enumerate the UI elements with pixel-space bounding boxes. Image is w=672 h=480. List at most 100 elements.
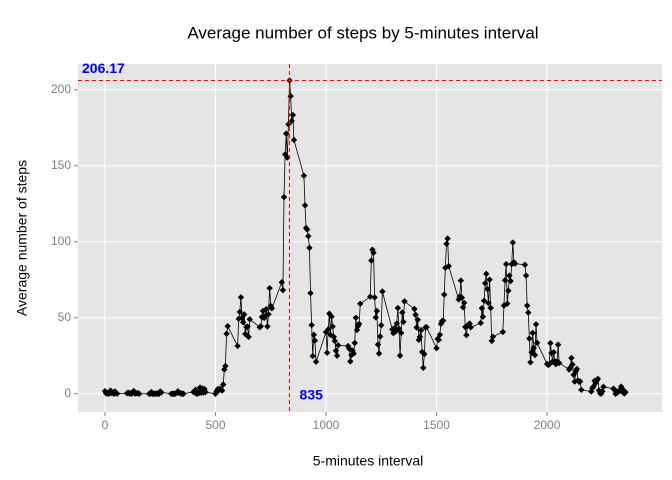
point xyxy=(331,337,339,345)
point xyxy=(595,387,603,394)
point xyxy=(234,342,241,350)
point xyxy=(371,294,378,301)
point xyxy=(370,249,377,256)
point xyxy=(445,262,452,270)
point xyxy=(599,388,606,395)
point xyxy=(413,324,420,331)
point xyxy=(479,313,487,320)
point xyxy=(396,352,404,359)
point xyxy=(301,202,309,209)
point xyxy=(329,323,336,330)
point xyxy=(481,280,489,287)
x-tick-label: 1500 xyxy=(423,418,450,432)
point xyxy=(616,386,624,394)
point xyxy=(400,318,407,326)
point xyxy=(568,354,575,362)
point xyxy=(352,314,360,321)
point xyxy=(458,294,466,301)
point xyxy=(394,304,402,312)
point xyxy=(533,339,541,347)
point xyxy=(376,333,384,340)
point xyxy=(220,381,227,388)
point xyxy=(136,390,143,397)
y-tick-label: 100 xyxy=(51,234,71,248)
y-tick-label: 0 xyxy=(64,386,71,400)
point xyxy=(373,307,381,315)
x-tick-label: 500 xyxy=(205,418,225,432)
point xyxy=(310,331,318,339)
point xyxy=(351,339,358,347)
point xyxy=(113,390,121,397)
point xyxy=(617,383,625,390)
x-axis-label: 5-minutes interval xyxy=(313,453,424,469)
point xyxy=(502,260,510,268)
point xyxy=(521,261,529,268)
point xyxy=(577,378,584,385)
point xyxy=(101,387,109,395)
point xyxy=(333,352,341,359)
point xyxy=(477,319,484,327)
point xyxy=(399,309,406,316)
point xyxy=(611,386,618,393)
point xyxy=(266,284,273,292)
plot-background xyxy=(78,64,662,412)
x-tick-label: 1000 xyxy=(313,418,340,432)
point xyxy=(334,342,342,349)
point xyxy=(350,350,357,357)
point xyxy=(202,388,209,396)
point xyxy=(244,323,251,330)
point xyxy=(511,260,519,267)
point xyxy=(507,277,514,285)
point xyxy=(417,327,425,334)
point xyxy=(304,226,311,233)
point xyxy=(222,362,229,370)
point xyxy=(224,322,231,330)
point xyxy=(279,286,287,294)
point xyxy=(347,358,354,365)
point xyxy=(374,341,382,348)
point xyxy=(420,364,427,371)
point xyxy=(523,302,531,309)
point xyxy=(526,335,533,342)
point xyxy=(284,154,291,161)
point xyxy=(307,289,314,297)
point xyxy=(578,386,585,394)
point xyxy=(444,235,451,242)
point xyxy=(306,244,313,252)
point xyxy=(414,316,421,323)
point xyxy=(180,390,187,397)
y-tick-label: 50 xyxy=(58,310,72,324)
point xyxy=(236,308,244,316)
point xyxy=(328,313,335,320)
point xyxy=(395,325,403,332)
point xyxy=(504,300,511,307)
point xyxy=(421,350,428,358)
point xyxy=(311,337,319,344)
hline-label: 206.17 xyxy=(82,60,125,76)
point xyxy=(368,257,375,264)
point xyxy=(280,193,288,201)
point xyxy=(372,314,379,321)
point xyxy=(556,359,563,367)
point xyxy=(532,321,540,328)
point xyxy=(590,383,597,390)
point xyxy=(264,323,271,330)
point xyxy=(393,320,400,327)
point xyxy=(379,288,386,295)
point xyxy=(416,333,424,340)
point xyxy=(290,136,298,144)
point xyxy=(246,316,253,323)
point xyxy=(375,350,383,357)
vline-label: 835 xyxy=(300,386,324,402)
point xyxy=(463,331,470,339)
point xyxy=(436,331,444,339)
point xyxy=(483,270,490,278)
y-tick-label: 150 xyxy=(51,158,71,172)
point xyxy=(412,311,419,318)
point xyxy=(569,361,576,368)
point xyxy=(300,172,308,179)
point xyxy=(411,305,418,313)
x-tick-label: 2000 xyxy=(534,418,561,432)
point xyxy=(367,293,374,300)
point xyxy=(239,318,247,326)
